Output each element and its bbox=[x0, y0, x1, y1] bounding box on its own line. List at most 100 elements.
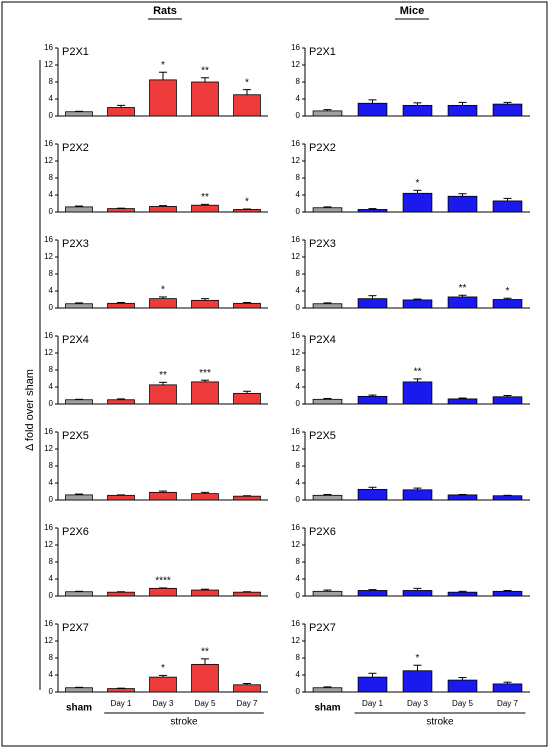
bar bbox=[492, 103, 523, 117]
y-tick-label: 8 bbox=[296, 557, 301, 566]
y-tick-label: 0 bbox=[296, 495, 301, 504]
y-tick-label: 0 bbox=[296, 303, 301, 312]
bar bbox=[357, 395, 388, 405]
bar bbox=[191, 381, 219, 405]
y-tick-label: 16 bbox=[44, 43, 53, 52]
y-tick-label: 12 bbox=[291, 60, 300, 69]
y-tick-label: 4 bbox=[49, 286, 54, 295]
bar bbox=[447, 296, 478, 309]
x-tick-label: Day 3 bbox=[153, 699, 174, 708]
bar bbox=[447, 398, 478, 405]
bar bbox=[191, 299, 219, 309]
y-tick-label: 0 bbox=[296, 111, 301, 120]
x-tick-label: Day 5 bbox=[452, 699, 473, 708]
bar bbox=[402, 104, 433, 117]
panel-title: P2X2 bbox=[309, 142, 336, 154]
y-tick-label: 4 bbox=[296, 478, 301, 487]
y-tick-label: 0 bbox=[296, 687, 301, 696]
bar bbox=[65, 591, 93, 597]
y-tick-label: 16 bbox=[291, 43, 300, 52]
y-tick-label: 0 bbox=[296, 207, 301, 216]
panel-title: P2X7 bbox=[309, 622, 336, 634]
bar bbox=[107, 688, 135, 693]
y-tick-label: 0 bbox=[49, 303, 54, 312]
bar bbox=[107, 107, 135, 117]
y-tick-label: 8 bbox=[49, 269, 54, 278]
y-tick-label: 12 bbox=[44, 60, 53, 69]
y-tick-label: 4 bbox=[296, 382, 301, 391]
panel-title: P2X7 bbox=[62, 622, 89, 634]
bar bbox=[65, 687, 93, 693]
y-tick-label: 12 bbox=[291, 348, 300, 357]
bar bbox=[447, 679, 478, 693]
bar bbox=[233, 684, 261, 693]
bar bbox=[312, 303, 343, 309]
significance: * bbox=[245, 77, 249, 88]
y-tick-label: 8 bbox=[49, 77, 54, 86]
x-tick-label: Day 1 bbox=[362, 699, 383, 708]
panel-title: P2X5 bbox=[62, 430, 89, 442]
y-tick-label: 4 bbox=[296, 190, 301, 199]
y-tick-label: 4 bbox=[296, 574, 301, 583]
bar bbox=[65, 494, 93, 501]
y-tick-label: 0 bbox=[296, 399, 301, 408]
bar bbox=[107, 208, 135, 213]
column-title: Rats bbox=[153, 5, 177, 17]
group-label: stroke bbox=[426, 717, 454, 728]
y-tick-label: 8 bbox=[296, 173, 301, 182]
bar bbox=[65, 111, 93, 117]
bar bbox=[402, 670, 433, 693]
y-tick-label: 0 bbox=[49, 207, 54, 216]
bar bbox=[312, 687, 343, 693]
bar bbox=[447, 104, 478, 117]
bar bbox=[233, 591, 261, 597]
bar bbox=[233, 94, 261, 117]
y-tick-label: 12 bbox=[44, 348, 53, 357]
bar bbox=[357, 488, 388, 501]
bar bbox=[149, 298, 177, 309]
y-tick-label: 4 bbox=[49, 574, 54, 583]
y-tick-label: 8 bbox=[49, 653, 54, 662]
x-tick-label: Day 5 bbox=[195, 699, 216, 708]
bar bbox=[107, 591, 135, 597]
y-tick-label: 0 bbox=[49, 399, 54, 408]
panel-title: P2X1 bbox=[62, 46, 89, 58]
y-tick-label: 8 bbox=[296, 461, 301, 470]
bar bbox=[233, 209, 261, 213]
y-tick-label: 16 bbox=[44, 331, 53, 340]
panel-title: P2X4 bbox=[62, 334, 89, 346]
y-tick-label: 16 bbox=[44, 427, 53, 436]
significance: **** bbox=[155, 576, 171, 587]
y-tick-label: 12 bbox=[44, 540, 53, 549]
group-label: stroke bbox=[170, 717, 198, 728]
bar bbox=[191, 204, 219, 213]
bar bbox=[402, 192, 433, 213]
y-tick-label: 4 bbox=[49, 478, 54, 487]
bar bbox=[402, 590, 433, 597]
y-tick-label: 16 bbox=[44, 523, 53, 532]
y-tick-label: 16 bbox=[44, 139, 53, 148]
bar bbox=[65, 399, 93, 405]
y-tick-label: 4 bbox=[296, 94, 301, 103]
panel-title: P2X3 bbox=[62, 238, 89, 250]
y-tick-label: 12 bbox=[291, 252, 300, 261]
y-tick-label: 8 bbox=[296, 77, 301, 86]
y-tick-label: 12 bbox=[291, 636, 300, 645]
bar bbox=[357, 209, 388, 213]
y-tick-label: 0 bbox=[49, 111, 54, 120]
bar bbox=[65, 303, 93, 309]
significance: * bbox=[416, 178, 420, 189]
bar bbox=[107, 494, 135, 501]
y-tick-label: 4 bbox=[296, 286, 301, 295]
bar bbox=[492, 396, 523, 405]
panel-title: P2X5 bbox=[309, 430, 336, 442]
bar bbox=[233, 495, 261, 501]
panel-title: P2X1 bbox=[309, 46, 336, 58]
bar bbox=[492, 590, 523, 597]
y-tick-label: 16 bbox=[291, 331, 300, 340]
y-tick-label: 8 bbox=[49, 173, 54, 182]
bar bbox=[492, 683, 523, 693]
bar bbox=[149, 587, 177, 597]
y-tick-label: 0 bbox=[49, 495, 54, 504]
y-tick-label: 12 bbox=[291, 444, 300, 453]
